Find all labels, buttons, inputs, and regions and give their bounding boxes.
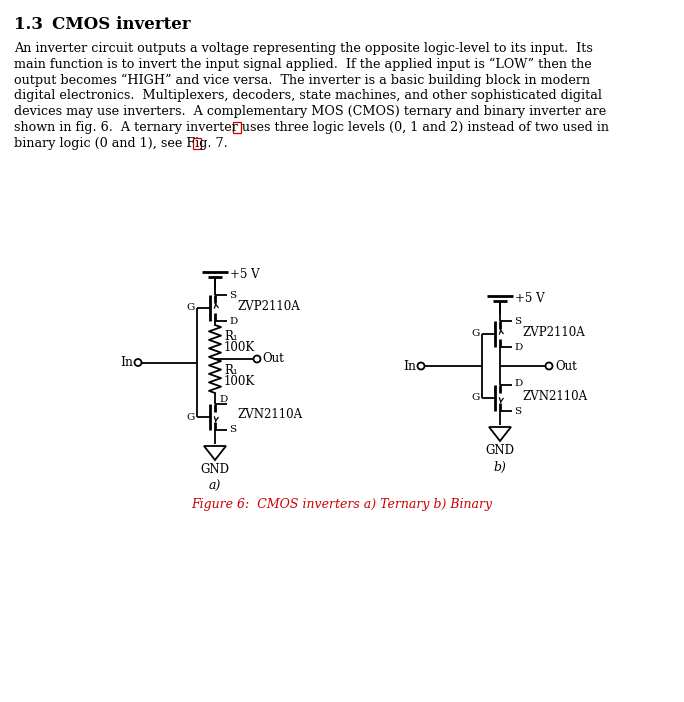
Text: G: G <box>472 329 480 338</box>
Text: binary logic (0 and 1), see Fig. 7.: binary logic (0 and 1), see Fig. 7. <box>14 137 228 150</box>
Text: S: S <box>229 291 236 300</box>
Text: 100K: 100K <box>224 341 255 354</box>
Text: An inverter circuit outputs a voltage representing the opposite logic-level to i: An inverter circuit outputs a voltage re… <box>14 42 593 55</box>
Bar <box>233 122 241 133</box>
Text: D: D <box>229 317 237 326</box>
Text: G: G <box>187 303 195 312</box>
Text: Out: Out <box>555 359 577 373</box>
Text: +5 V: +5 V <box>230 267 260 281</box>
Text: R₁: R₁ <box>224 364 237 377</box>
Text: digital electronics.  Multiplexers, decoders, state machines, and other sophisti: digital electronics. Multiplexers, decod… <box>14 89 602 102</box>
Text: devices may use inverters.  A complementary MOS (CMOS) ternary and binary invert: devices may use inverters. A complementa… <box>14 105 606 118</box>
Text: b): b) <box>494 461 506 474</box>
Text: G: G <box>187 413 195 421</box>
Text: 1.3: 1.3 <box>14 16 43 33</box>
Text: ZVN2110A: ZVN2110A <box>237 409 302 421</box>
Text: S: S <box>514 406 521 416</box>
Text: D: D <box>219 395 227 404</box>
Text: In: In <box>403 359 416 373</box>
Text: CMOS inverter: CMOS inverter <box>52 16 191 33</box>
Text: +5 V: +5 V <box>515 291 544 305</box>
Text: GND: GND <box>486 444 514 457</box>
Text: R₁: R₁ <box>224 330 237 343</box>
Text: shown in fig. 6.  A ternary inverter uses three logic levels (0, 1 and 2) instea: shown in fig. 6. A ternary inverter uses… <box>14 121 609 134</box>
Text: output becomes “HIGH” and vice versa.  The inverter is a basic building block in: output becomes “HIGH” and vice versa. Th… <box>14 74 590 87</box>
Text: ZVP2110A: ZVP2110A <box>237 300 300 312</box>
Text: S: S <box>514 317 521 326</box>
Text: Figure 6:  CMOS inverters a) Ternary b) Binary: Figure 6: CMOS inverters a) Ternary b) B… <box>192 498 492 511</box>
Text: S: S <box>229 425 236 435</box>
Text: ZVP2110A: ZVP2110A <box>522 326 585 338</box>
Text: GND: GND <box>200 463 230 476</box>
Text: D: D <box>514 380 523 388</box>
Bar <box>193 138 201 149</box>
Text: 100K: 100K <box>224 375 255 388</box>
Text: Out: Out <box>262 352 284 366</box>
Text: G: G <box>472 394 480 402</box>
Text: In: In <box>120 356 133 369</box>
Text: a): a) <box>209 480 221 493</box>
Text: ZVN2110A: ZVN2110A <box>522 390 587 402</box>
Text: main function is to invert the input signal applied.  If the applied input is “L: main function is to invert the input sig… <box>14 58 592 71</box>
Text: D: D <box>514 343 523 352</box>
